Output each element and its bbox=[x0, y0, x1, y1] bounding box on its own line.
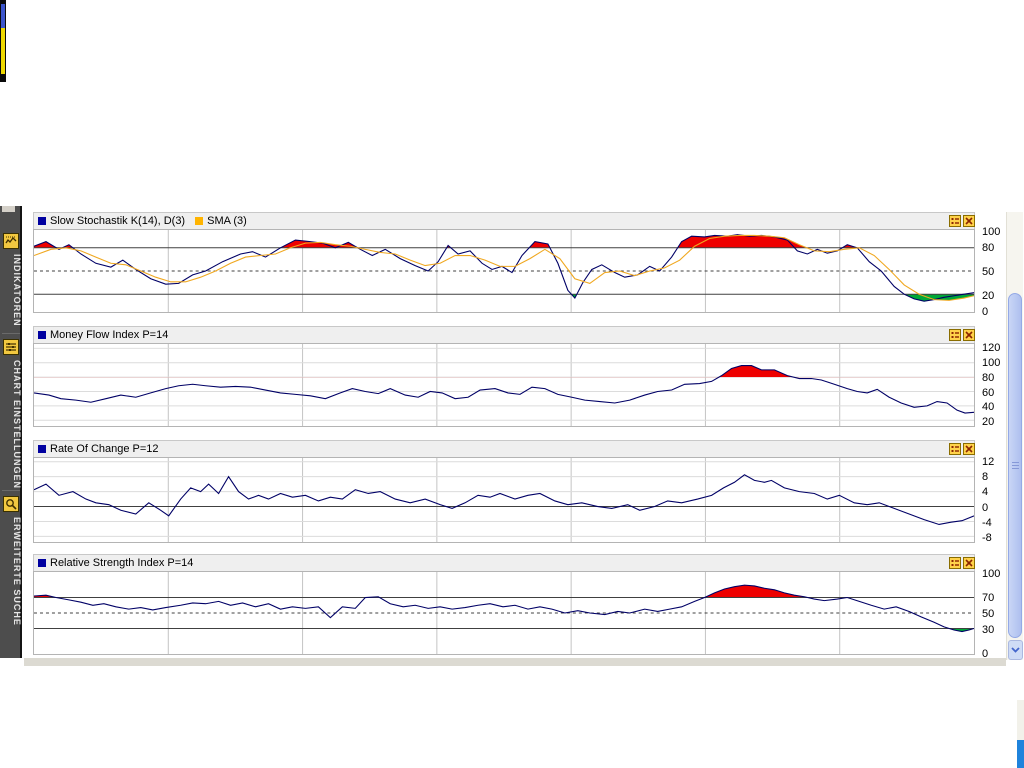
close-icon bbox=[965, 331, 973, 339]
sidebar-item-chart-einstellungen[interactable]: CHART EINSTELLUNGEN bbox=[12, 360, 22, 489]
legend-item: Relative Strength Index P=14 bbox=[38, 557, 193, 569]
sidebar-separator bbox=[2, 333, 20, 334]
scrollbar-grip bbox=[1012, 465, 1019, 466]
plot-rsi: 100 70 50 30 0 bbox=[33, 568, 1000, 660]
panel-settings-button[interactable] bbox=[949, 557, 961, 569]
chart-scrollbar[interactable] bbox=[1006, 212, 1023, 660]
legend-item: Rate Of Change P=12 bbox=[38, 443, 159, 455]
legend-label: SMA (3) bbox=[207, 215, 247, 227]
legend-label: Money Flow Index P=14 bbox=[50, 329, 169, 341]
sidebar-item-indikatoren[interactable]: INDIKATOREN bbox=[12, 254, 22, 327]
legend-item: Slow Stochastik K(14), D(3) bbox=[38, 215, 185, 227]
scrollbar-thumb[interactable] bbox=[1008, 293, 1022, 638]
indicators-icon-glyph bbox=[5, 236, 17, 244]
y-axis-tick: 40 bbox=[982, 401, 995, 414]
chevron-down-icon bbox=[1011, 647, 1020, 653]
panel-close-button[interactable] bbox=[963, 329, 975, 341]
legend-label: Relative Strength Index P=14 bbox=[50, 557, 194, 569]
legend-swatch bbox=[38, 217, 46, 225]
indicator-panel-rsi: Relative Strength Index P=14 100 70 50 30 0 bbox=[33, 554, 1000, 660]
y-axis-tick: 50 bbox=[982, 608, 995, 620]
y-axis-tick: 0 bbox=[982, 501, 989, 514]
y-axis-tick: 120 bbox=[982, 342, 1001, 355]
panel-close-button[interactable] bbox=[963, 443, 975, 455]
y-axis-tick: 8 bbox=[982, 471, 989, 484]
panel-settings-button[interactable] bbox=[949, 329, 961, 341]
y-axis-tick: 0 bbox=[982, 647, 989, 660]
magnifier-glyph bbox=[6, 499, 17, 510]
indicator-panel-roc: Rate Of Change P=12 12 8 4 0 -4 -8 bbox=[33, 440, 994, 544]
settings-icon bbox=[951, 218, 959, 224]
legend-swatch bbox=[195, 217, 204, 225]
sidebar-top-notch bbox=[2, 206, 15, 212]
scrollbar-down-button[interactable] bbox=[1008, 640, 1023, 660]
y-axis-tick: 100 bbox=[982, 568, 1001, 581]
sidebar-separator bbox=[2, 490, 20, 491]
legend-swatch bbox=[38, 559, 46, 567]
plot-roc: 12 8 4 0 -4 -8 bbox=[33, 456, 994, 544]
panel-header-buttons bbox=[949, 329, 975, 341]
panel-header-buttons bbox=[949, 215, 975, 227]
settings-icon bbox=[951, 332, 959, 338]
sidebar-item-erweiterte-suche[interactable]: ERWEITERTE SUCHE bbox=[12, 517, 22, 626]
close-icon bbox=[965, 559, 973, 567]
page-scrollbar-track[interactable] bbox=[1017, 700, 1024, 768]
y-axis-tick: 4 bbox=[982, 486, 989, 499]
roc-chart bbox=[34, 458, 974, 542]
panel-close-button[interactable] bbox=[963, 215, 975, 227]
scrollbar-grip bbox=[1012, 468, 1019, 469]
panel-header-stochastic: Slow Stochastik K(14), D(3) SMA (3) bbox=[33, 212, 975, 229]
window-edge-yellow bbox=[1, 28, 5, 74]
legend-swatch bbox=[38, 331, 46, 339]
indicators-icon[interactable] bbox=[3, 233, 19, 249]
y-axis-tick: -8 bbox=[982, 532, 992, 545]
legend-swatch bbox=[38, 445, 46, 453]
mfi-chart bbox=[34, 344, 974, 426]
y-axis-tick: 70 bbox=[982, 592, 995, 605]
y-axis-tick: 12 bbox=[982, 455, 995, 468]
y-axis-tick: 0 bbox=[982, 305, 989, 318]
panel-header-rsi: Relative Strength Index P=14 bbox=[33, 554, 975, 571]
settings-icon bbox=[951, 446, 959, 452]
stochastic-chart bbox=[34, 230, 974, 312]
page-scrollbar-thumb[interactable] bbox=[1017, 740, 1024, 768]
rsi-chart bbox=[34, 572, 974, 654]
legend-label: Rate Of Change P=12 bbox=[50, 443, 159, 455]
y-axis-tick: 100 bbox=[982, 357, 1001, 370]
window-edge-blue bbox=[1, 4, 5, 28]
y-axis-tick: 20 bbox=[982, 289, 995, 302]
chart-settings-icon-glyph bbox=[6, 343, 16, 351]
legend-item: Money Flow Index P=14 bbox=[38, 329, 168, 341]
legend-label: Slow Stochastik K(14), D(3) bbox=[50, 215, 186, 227]
y-axis-tick: 80 bbox=[982, 371, 995, 384]
panel-header-buttons bbox=[949, 443, 975, 455]
legend-item: SMA (3) bbox=[195, 215, 247, 227]
advanced-search-icon[interactable] bbox=[3, 496, 19, 512]
plot-stochastic: 100 80 50 20 0 bbox=[33, 226, 1000, 318]
window-edge-strip bbox=[0, 0, 6, 82]
y-axis-tick: 80 bbox=[982, 242, 995, 255]
sidebar-toolbar: INDIKATOREN CHART EINSTELLUNGEN ERWEITER… bbox=[0, 206, 22, 658]
plot-mfi: 120 100 80 60 40 20 bbox=[33, 342, 1000, 428]
chart-bottom-strip bbox=[24, 658, 1006, 666]
close-icon bbox=[965, 217, 973, 225]
panel-settings-button[interactable] bbox=[949, 443, 961, 455]
settings-icon bbox=[951, 560, 959, 566]
panel-settings-button[interactable] bbox=[949, 215, 961, 227]
scrollbar-grip bbox=[1012, 462, 1019, 463]
panel-header-mfi: Money Flow Index P=14 bbox=[33, 326, 975, 343]
panel-close-button[interactable] bbox=[963, 557, 975, 569]
panel-header-buttons bbox=[949, 557, 975, 569]
indicator-panel-stochastic: Slow Stochastik K(14), D(3) SMA (3) 100 80 5… bbox=[33, 212, 1000, 318]
y-axis-tick: 20 bbox=[982, 416, 995, 429]
y-axis-tick: 60 bbox=[982, 386, 995, 399]
y-axis-tick: 50 bbox=[982, 266, 995, 278]
indicator-panel-mfi: Money Flow Index P=14 120 100 80 60 40 20 bbox=[33, 326, 1000, 428]
close-icon bbox=[965, 445, 973, 453]
y-axis-tick: 100 bbox=[982, 226, 1001, 239]
y-axis-tick: 30 bbox=[982, 623, 995, 636]
y-axis-tick: -4 bbox=[982, 516, 992, 529]
chart-settings-icon[interactable] bbox=[3, 339, 19, 355]
panel-header-roc: Rate Of Change P=12 bbox=[33, 440, 975, 457]
